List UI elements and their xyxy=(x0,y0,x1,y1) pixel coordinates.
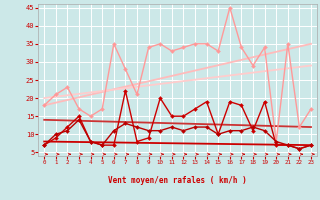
X-axis label: Vent moyen/en rafales ( km/h ): Vent moyen/en rafales ( km/h ) xyxy=(108,176,247,185)
